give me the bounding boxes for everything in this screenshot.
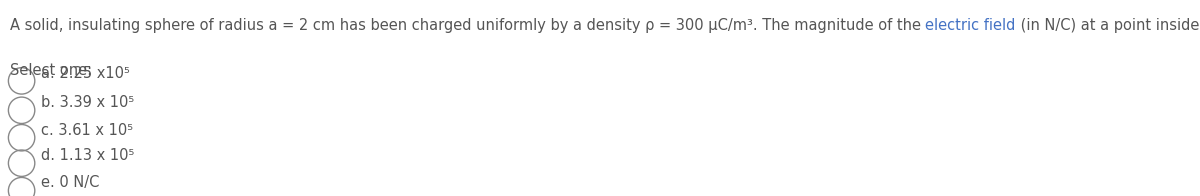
Text: A solid, insulating sphere of radius a = 2 cm has been charged uniformly by a de: A solid, insulating sphere of radius a =…	[10, 18, 925, 33]
Text: (in N/C) at a point inside sphere 1 cm from its center is: (in N/C) at a point inside sphere 1 cm f…	[1015, 18, 1200, 33]
Text: Select one:: Select one:	[10, 63, 91, 78]
Text: electric field: electric field	[925, 18, 1015, 33]
Text: e. 0 N/C: e. 0 N/C	[41, 175, 100, 191]
Text: b. 3.39 x 10⁵: b. 3.39 x 10⁵	[41, 95, 134, 110]
Text: c. 3.61 x 10⁵: c. 3.61 x 10⁵	[41, 122, 133, 138]
Text: a. 2.25 x10⁵: a. 2.25 x10⁵	[41, 66, 130, 81]
Text: d. 1.13 x 10⁵: d. 1.13 x 10⁵	[41, 148, 134, 163]
